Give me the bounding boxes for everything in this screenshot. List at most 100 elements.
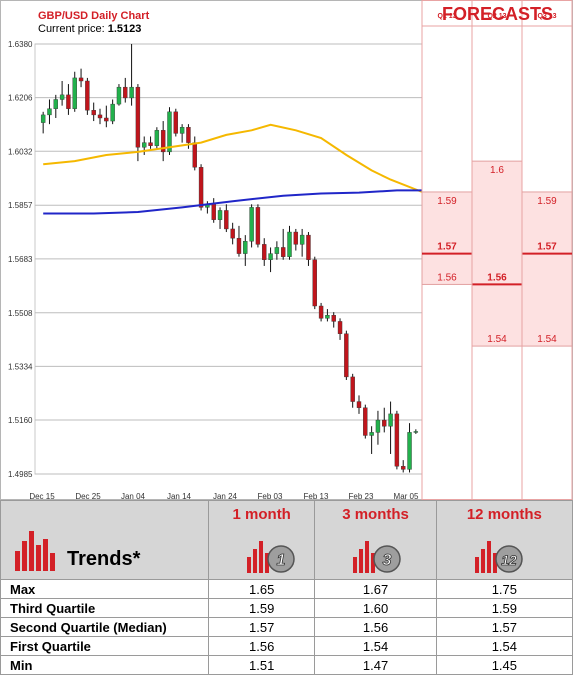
- candle-down: [224, 210, 229, 230]
- table-row: Max 1.65 1.67 1.75: [0, 579, 573, 599]
- table-row: Third Quartile 1.59 1.60 1.59: [0, 598, 573, 618]
- current-price: Current price: 1.5123: [38, 23, 141, 35]
- table-cell: 1.60: [314, 598, 437, 618]
- candle-down: [401, 466, 406, 470]
- forecast-max: 1.6: [490, 165, 504, 176]
- candle-up: [40, 114, 46, 123]
- table-cell: 1.59: [207, 598, 316, 618]
- candle-up: [47, 108, 52, 116]
- candle-down: [192, 142, 197, 168]
- forecast-box: [471, 160, 523, 347]
- table-cell: 1.47: [314, 655, 437, 675]
- badge-3-text: 3: [383, 552, 392, 569]
- table-cell: 1.67: [314, 579, 437, 599]
- candle-down: [85, 80, 90, 111]
- badge-12-icon: 12: [474, 541, 523, 573]
- candle-up: [268, 253, 273, 260]
- table-cell: 1.51: [207, 655, 316, 675]
- candle-up: [142, 142, 147, 148]
- forecasts-title: FORECASTS: [441, 4, 553, 24]
- forecast-median: 1.57: [437, 242, 457, 253]
- row-label: First Quartile: [0, 636, 209, 656]
- candle-down: [91, 110, 96, 116]
- col-header-label: 3 months: [342, 506, 409, 523]
- candle-up: [72, 77, 77, 109]
- badge-3-icon: 3: [353, 541, 402, 573]
- table-row: Second Quartile (Median) 1.57 1.56 1.57: [0, 617, 573, 637]
- candle-down: [293, 231, 299, 245]
- y-tick-label: 1.6380: [8, 40, 33, 49]
- badge-12-text: 12: [501, 552, 517, 568]
- candle-down: [78, 77, 84, 82]
- x-tick-label: Mar 05: [394, 492, 419, 500]
- candle-down: [255, 207, 261, 245]
- table-cell: 1.57: [207, 617, 316, 637]
- forecast-max: 1.59: [537, 196, 557, 207]
- candle-up: [369, 432, 374, 436]
- x-tick-label: Feb 23: [349, 492, 374, 500]
- x-tick-label: Dec 15: [29, 492, 55, 500]
- chart-area: 1.6380 1.6206 1.6032 1.5857 1.5683 1.5508 1.53…: [0, 0, 573, 500]
- candle-up: [287, 231, 292, 257]
- candle-down: [344, 333, 349, 378]
- candle-up: [53, 99, 58, 109]
- candle-up: [299, 234, 305, 245]
- y-tick-label: 1.6206: [8, 94, 33, 103]
- table-cell: 1.45: [435, 655, 573, 675]
- candle-down: [363, 407, 368, 436]
- candle-down: [306, 234, 311, 260]
- col-header-3-months: 3 months 3: [314, 500, 437, 580]
- table-cell: 1.54: [314, 636, 437, 656]
- table-cell: 1.54: [435, 636, 573, 656]
- col-header-label: 12 months: [466, 506, 542, 523]
- candle-up: [388, 413, 393, 427]
- candle-down: [186, 127, 191, 143]
- x-tick-label: Dec 25: [75, 492, 101, 500]
- candle-up: [154, 130, 160, 146]
- candle-down: [160, 130, 166, 153]
- forecast-median: 1.57: [537, 242, 557, 253]
- candle-down: [123, 86, 128, 99]
- candle-down: [104, 117, 109, 122]
- trends-icon: [15, 531, 55, 571]
- forecast-min: 1.54: [537, 334, 557, 345]
- col-header-label: 1 month: [232, 506, 291, 523]
- table-cell: 1.57: [435, 617, 573, 637]
- candle-down: [318, 305, 324, 319]
- x-tick-label: Feb 03: [258, 492, 283, 500]
- y-tick-label: 1.4985: [8, 470, 33, 479]
- x-tick-label: Jan 04: [121, 492, 146, 500]
- candle-down: [66, 94, 71, 109]
- col-header-1-month: 1 month 1: [207, 500, 316, 580]
- candle-down: [173, 111, 179, 134]
- candle-up: [167, 111, 172, 153]
- trends-label: Trends*: [67, 548, 141, 570]
- y-tick-label: 1.6032: [8, 147, 33, 156]
- candle-down: [97, 114, 103, 119]
- forecast-box: [421, 191, 473, 285]
- candle-down: [280, 247, 286, 257]
- table-cell: 1.56: [207, 636, 316, 656]
- candle-down: [350, 376, 355, 402]
- current-price-value: 1.5123: [107, 23, 142, 35]
- table-row: First Quartile 1.56 1.54 1.54: [0, 636, 573, 656]
- candle-up: [407, 432, 412, 470]
- candle-up: [325, 315, 330, 319]
- x-tick-label: Jan 14: [167, 492, 192, 500]
- current-price-label: Current price:: [38, 23, 105, 35]
- x-tick-label: Feb 13: [304, 492, 329, 500]
- candle-down: [394, 413, 400, 467]
- row-label: Max: [0, 579, 209, 599]
- candle-down: [312, 259, 317, 307]
- candle-down: [262, 244, 267, 260]
- trends-header-row: Trends* 1 month 1 3 months 3 12 mo: [0, 500, 573, 580]
- trends-header-cell: Trends*: [0, 500, 209, 580]
- forecast-min: 1.54: [487, 334, 507, 345]
- candle-up: [249, 207, 254, 242]
- candle-up: [375, 419, 381, 433]
- forecast-col-label: Q1 13: [437, 13, 456, 20]
- candle-down: [135, 86, 141, 148]
- forecast-max: 1.59: [437, 196, 457, 207]
- candle-down: [230, 228, 235, 239]
